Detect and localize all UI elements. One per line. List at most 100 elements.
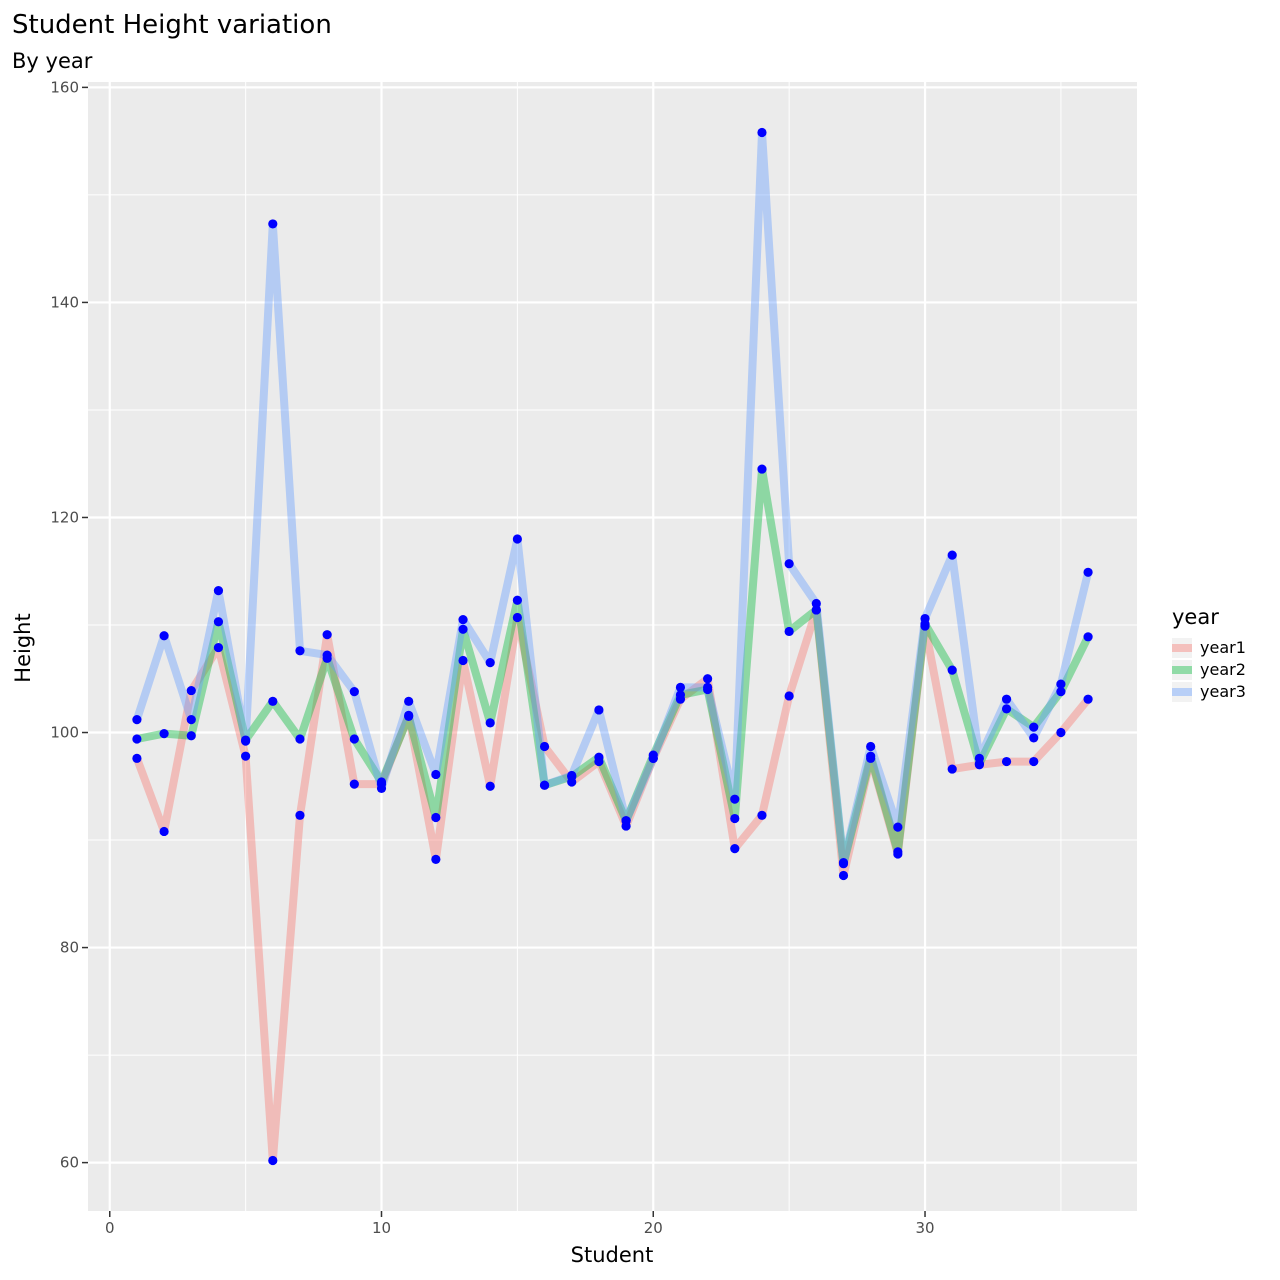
data-point-year1 bbox=[539, 741, 550, 752]
data-point-year2 bbox=[893, 847, 903, 857]
data-point-year2 bbox=[458, 624, 468, 634]
data-point-year1 bbox=[730, 844, 740, 854]
x-axis: 0 10 20 30 bbox=[105, 1211, 935, 1237]
data-point-year2 bbox=[512, 595, 522, 605]
data-point-year3 bbox=[458, 615, 468, 625]
data-point-year2 bbox=[295, 734, 305, 744]
data-point-year2 bbox=[1083, 632, 1093, 642]
legend-key-background bbox=[1172, 638, 1192, 658]
data-point-year3 bbox=[1029, 733, 1039, 743]
data-point-year3 bbox=[349, 687, 359, 697]
data-point-year1 bbox=[268, 1155, 278, 1166]
data-point-year2 bbox=[376, 777, 387, 787]
data-point-year3 bbox=[648, 753, 658, 763]
data-point-year3 bbox=[295, 646, 305, 656]
data-point-year1 bbox=[1083, 694, 1093, 704]
series-line-year2 bbox=[136, 465, 1092, 868]
data-point-year2 bbox=[431, 812, 441, 823]
data-point-year1 bbox=[322, 630, 332, 640]
data-point-year1 bbox=[485, 781, 495, 791]
data-point-year2 bbox=[811, 605, 821, 615]
data-point-year2 bbox=[213, 617, 224, 627]
data-point-year2 bbox=[1029, 722, 1039, 732]
data-point-year2 bbox=[268, 696, 278, 706]
data-point-year3 bbox=[974, 753, 984, 763]
data-point-year3 bbox=[1001, 694, 1012, 704]
data-point-year1 bbox=[349, 779, 359, 789]
data-point-year3 bbox=[703, 682, 713, 692]
data-point-year1 bbox=[431, 854, 441, 864]
data-point-year3 bbox=[730, 794, 740, 804]
legend-key-background bbox=[1172, 682, 1192, 702]
data-point-year2 bbox=[757, 464, 767, 474]
legend-key-background bbox=[1172, 660, 1192, 680]
x-tick-label: 10 bbox=[372, 1219, 391, 1237]
major-gridlines bbox=[88, 82, 1137, 1211]
data-point-year3 bbox=[322, 650, 332, 660]
data-point-year1 bbox=[1001, 756, 1012, 767]
data-point-year2 bbox=[132, 734, 142, 744]
data-point-year3 bbox=[594, 705, 604, 715]
data-point-year1 bbox=[947, 764, 957, 774]
data-point-year2 bbox=[404, 711, 414, 721]
data-point-year3 bbox=[376, 783, 387, 794]
data-point-year3 bbox=[784, 559, 794, 569]
data-point-year2 bbox=[349, 734, 359, 744]
data-point-year3 bbox=[920, 613, 930, 624]
data-point-year3 bbox=[947, 550, 957, 560]
x-axis-title: Student bbox=[571, 1243, 654, 1267]
x-tick-label: 0 bbox=[105, 1219, 115, 1237]
y-tick-label: 120 bbox=[50, 508, 79, 526]
data-point-year3 bbox=[1083, 567, 1093, 577]
data-point-year2 bbox=[675, 690, 686, 700]
data-point-year1 bbox=[838, 870, 849, 881]
data-point-year3 bbox=[539, 780, 550, 790]
series-line-year1 bbox=[133, 605, 1092, 1165]
data-point-year3 bbox=[241, 736, 251, 746]
y-tick-label: 140 bbox=[50, 293, 79, 311]
data-points bbox=[132, 127, 1093, 1166]
data-point-year2 bbox=[485, 718, 495, 728]
data-point-year1 bbox=[458, 655, 468, 666]
data-point-year1 bbox=[784, 691, 794, 701]
data-point-year1 bbox=[159, 826, 169, 837]
data-point-year2 bbox=[730, 813, 740, 824]
y-tick-label: 80 bbox=[60, 939, 79, 957]
data-point-year3 bbox=[893, 822, 903, 832]
data-point-year3 bbox=[186, 715, 196, 725]
data-point-year2 bbox=[186, 731, 196, 741]
data-point-year2 bbox=[594, 752, 604, 762]
data-point-year3 bbox=[132, 715, 142, 725]
data-point-year1 bbox=[512, 612, 522, 623]
data-point-year2 bbox=[1001, 704, 1012, 714]
data-point-year1 bbox=[132, 753, 142, 763]
data-point-year3 bbox=[213, 585, 224, 596]
series-lines bbox=[133, 128, 1092, 1165]
chart-title: Student Height variation bbox=[12, 10, 332, 40]
data-point-year2 bbox=[947, 665, 957, 675]
data-point-year1 bbox=[703, 674, 713, 684]
legend-label-year1: year1 bbox=[1200, 638, 1246, 657]
data-point-year3 bbox=[757, 127, 767, 138]
legend-label-year2: year2 bbox=[1200, 660, 1246, 679]
legend-label-year3: year3 bbox=[1200, 682, 1246, 701]
plot-panel bbox=[88, 82, 1137, 1211]
y-axis: 60 80 100 120 140 160 bbox=[50, 78, 88, 1172]
data-point-year1 bbox=[186, 685, 196, 696]
data-point-year3 bbox=[567, 770, 577, 781]
data-point-year3 bbox=[675, 682, 686, 692]
y-tick-label: 160 bbox=[50, 78, 79, 96]
x-tick-label: 30 bbox=[915, 1219, 934, 1237]
data-point-year3 bbox=[159, 631, 169, 641]
data-point-year1 bbox=[295, 810, 305, 820]
data-point-year3 bbox=[1056, 679, 1066, 689]
data-point-year3 bbox=[866, 741, 876, 752]
data-point-year2 bbox=[159, 728, 169, 739]
data-point-year2 bbox=[1056, 687, 1066, 697]
data-point-year3 bbox=[268, 219, 278, 229]
chart-subtitle: By year bbox=[12, 49, 93, 73]
data-point-year3 bbox=[404, 696, 414, 706]
data-point-year3 bbox=[485, 658, 495, 668]
data-point-year2 bbox=[784, 626, 794, 637]
